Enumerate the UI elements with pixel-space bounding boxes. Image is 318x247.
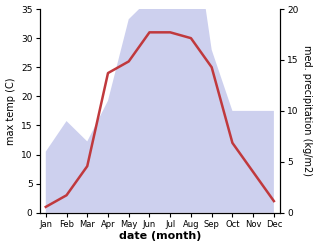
X-axis label: date (month): date (month) bbox=[119, 231, 201, 242]
Y-axis label: med. precipitation (kg/m2): med. precipitation (kg/m2) bbox=[302, 45, 313, 176]
Y-axis label: max temp (C): max temp (C) bbox=[5, 77, 16, 145]
